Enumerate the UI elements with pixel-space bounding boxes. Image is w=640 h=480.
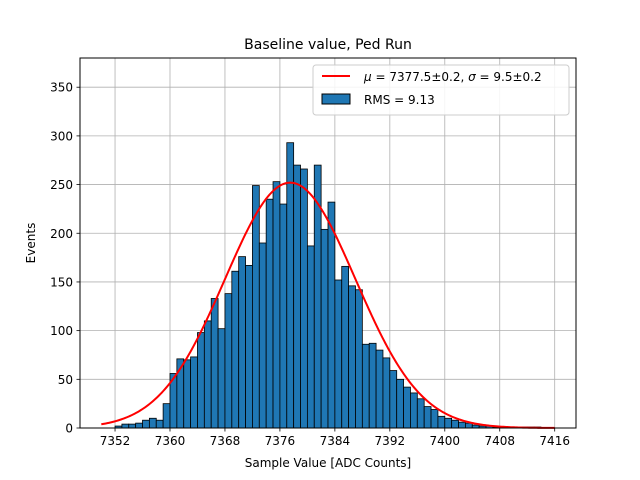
x-tick-label: 7392 [375, 434, 406, 448]
legend-sigma-value: = 9.5±0.2 [476, 70, 542, 84]
histogram-bar [451, 419, 459, 429]
histogram-bar [348, 285, 356, 429]
y-tick-label: 50 [58, 373, 73, 387]
histogram-bar [389, 370, 398, 429]
histogram-bar [279, 203, 288, 429]
histogram-bar [334, 279, 343, 429]
legend-histogram-patch [321, 93, 351, 105]
histogram-bar [396, 378, 404, 429]
histogram-bar [306, 245, 315, 429]
histogram-bar [361, 343, 370, 429]
histogram-bar [252, 185, 260, 429]
histogram-bar [265, 198, 274, 429]
histogram-bar [327, 201, 336, 429]
legend-sigma-symbol: σ [468, 70, 476, 84]
histogram-bar [203, 320, 212, 429]
histogram-bar [183, 359, 192, 429]
histogram-bar [238, 256, 246, 429]
histogram-bar [430, 409, 439, 429]
histogram-bar [210, 298, 219, 429]
histogram-bar [293, 164, 301, 429]
x-tick-label: 7360 [155, 434, 186, 448]
histogram-bar [231, 270, 240, 429]
gaussian-fit-curve [101, 181, 555, 429]
y-axis-label: Events [24, 223, 38, 264]
histogram-bar [458, 421, 466, 429]
histogram-bar [416, 398, 425, 429]
histogram-bar [190, 356, 198, 429]
histogram-bar [355, 289, 363, 429]
histogram-bar [375, 349, 384, 429]
histogram-bar [224, 293, 233, 429]
x-tick-label: 7408 [484, 434, 515, 448]
histogram-bars [114, 142, 542, 429]
histogram-bar [162, 403, 171, 429]
histogram-bar [444, 417, 453, 429]
x-tick-label: 7416 [539, 434, 570, 448]
axes-frame [79, 57, 577, 429]
histogram-bar [286, 142, 295, 429]
histogram-bar [320, 228, 329, 429]
y-tick-label: 300 [50, 129, 73, 143]
legend-mu-symbol: μ [363, 70, 372, 84]
histogram-bar [135, 422, 143, 429]
histogram-bar [368, 342, 377, 429]
y-axis-ticks: 0 50 100 150 200 250 300 350 [50, 81, 80, 436]
chart-title: Baseline value, Ped Run [244, 37, 412, 53]
histogram-bar [121, 423, 130, 429]
y-tick-label: 350 [50, 81, 73, 95]
histogram-bar [245, 264, 253, 429]
histogram-bar [258, 242, 267, 429]
legend-mu-value: = 7377.5±0.2, [372, 70, 468, 84]
histogram-bar [142, 419, 150, 429]
histogram-bar [382, 357, 391, 429]
x-tick-label: 7376 [265, 434, 296, 448]
x-axis-label: Sample Value [ADC Counts] [245, 456, 411, 470]
legend-fit-label: μ = 7377.5±0.2, σ = 9.5±0.2 [363, 70, 542, 84]
histogram-bar [148, 417, 157, 429]
y-tick-label: 150 [50, 275, 73, 289]
y-tick-label: 100 [50, 324, 73, 338]
histogram-bar [128, 423, 137, 429]
legend: μ = 7377.5±0.2, σ = 9.5±0.2 RMS = 9.13 [312, 64, 570, 116]
legend-histogram-label: RMS = 9.13 [364, 93, 435, 107]
histogram-bar [155, 419, 164, 429]
histogram-bar [300, 168, 308, 429]
histogram-bar [464, 422, 473, 429]
x-axis-ticks: 7352 7360 7368 7376 7384 7392 7400 7408 7416 [100, 428, 570, 448]
x-tick-label: 7400 [430, 434, 461, 448]
histogram-bar [217, 328, 226, 429]
x-tick-label: 7384 [320, 434, 351, 448]
histogram-bar [403, 386, 411, 429]
x-tick-label: 7352 [100, 434, 131, 448]
y-tick-label: 250 [50, 178, 73, 192]
histogram-bar [423, 406, 432, 429]
histogram-bar [437, 415, 446, 429]
y-tick-label: 0 [65, 422, 73, 436]
histogram-bar [410, 392, 418, 429]
histogram-bar [341, 265, 350, 429]
x-tick-label: 7368 [210, 434, 241, 448]
legend-box [312, 64, 570, 116]
y-tick-label: 200 [50, 227, 73, 241]
histogram-bar [197, 332, 205, 429]
histogram-bar [272, 181, 281, 429]
